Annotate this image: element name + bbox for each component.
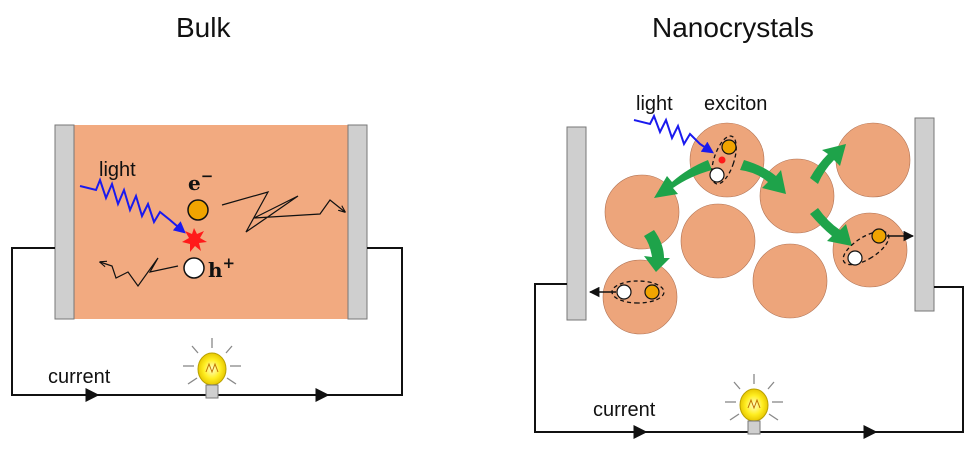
nanocrystal: [832, 212, 908, 288]
nano-left-electrode: [566, 126, 587, 321]
nanocrystal: [835, 122, 911, 198]
hole-icon: [709, 167, 725, 183]
electron-icon: [187, 199, 209, 221]
light-wave-icon: [633, 113, 714, 154]
nanocrystals-title: Nanocrystals: [652, 12, 814, 43]
recombination-flash-icon: [718, 156, 726, 164]
transfer-arrow-icon: [810, 208, 852, 246]
hole-icon: [616, 284, 632, 300]
bulk-light-label: light: [99, 159, 136, 181]
separated-pair-left: [588, 280, 665, 304]
nano-panel: current light exciton: [534, 93, 964, 439]
recombination-flash-icon: [182, 228, 207, 252]
lightbulb-icon: [183, 338, 241, 399]
transfer-arrow-icon: [644, 230, 670, 272]
nano-light-label: light: [636, 93, 673, 115]
bulk-semiconductor-slab: [74, 125, 350, 319]
hole-icon: [847, 250, 863, 266]
bulk-right-electrode: [347, 124, 368, 320]
electron-label: e−: [188, 167, 213, 195]
transfer-arrow-icon: [810, 144, 846, 184]
exciton-pair: [709, 135, 737, 185]
transfer-arrow-icon: [654, 160, 712, 198]
bulk-title: Bulk: [176, 12, 231, 43]
hole-label: h+: [208, 254, 235, 282]
electron-icon: [871, 228, 887, 244]
lightbulb-icon: [725, 374, 783, 435]
electron-icon: [721, 139, 737, 155]
nanocrystal: [752, 243, 828, 319]
electron-random-path: [221, 191, 345, 233]
light-wave-icon: [79, 177, 186, 234]
nanocrystal: [680, 203, 756, 279]
bulk-left-electrode: [54, 124, 75, 320]
bulk-panel: current light e− h+: [11, 124, 403, 402]
bulk-current-label: current: [48, 366, 111, 388]
hole-random-path: [100, 257, 179, 288]
nano-right-electrode: [914, 117, 935, 312]
nanocrystal: [689, 122, 765, 198]
electron-icon: [644, 284, 660, 300]
exciton-label: exciton: [704, 93, 767, 115]
hole-icon: [183, 257, 205, 279]
separated-pair-right: [842, 228, 915, 266]
nanocrystal: [602, 259, 678, 335]
nano-current-label: current: [593, 399, 656, 421]
transfer-arrow-icon: [740, 160, 786, 194]
